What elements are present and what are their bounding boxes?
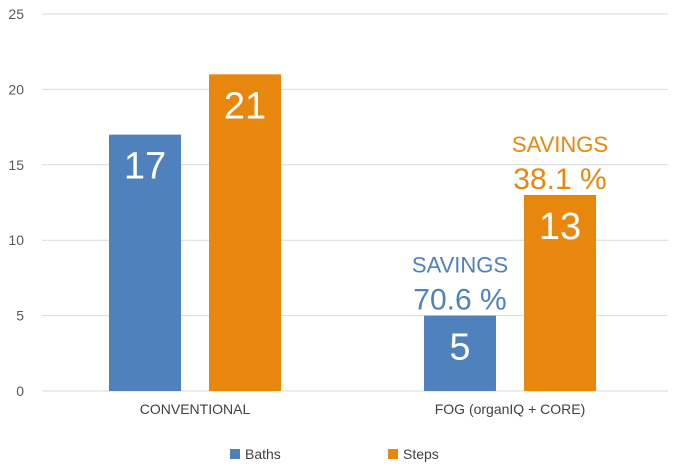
y-tick-label: 20 (8, 81, 24, 97)
legend-label-baths: Baths (245, 446, 281, 462)
bar-value-label: 21 (224, 85, 266, 127)
y-tick-label: 15 (8, 157, 24, 173)
legend-swatch-steps (388, 449, 398, 459)
y-tick-label: 25 (8, 6, 24, 22)
savings-label: SAVINGS (512, 132, 608, 157)
savings-percent: 38.1 % (513, 163, 606, 196)
x-tick-label: CONVENTIONAL (140, 401, 251, 417)
x-axis: CONVENTIONAL FOG (organIQ + CORE) (140, 401, 586, 417)
legend-swatch-baths (230, 449, 240, 459)
bar-value-label: 17 (124, 146, 166, 188)
savings-percent: 70.6 % (413, 284, 506, 317)
bar-steps (209, 74, 281, 391)
bar-steps (524, 194, 596, 391)
legend-label-steps: Steps (403, 446, 439, 462)
bars: 17 5 21 13 (109, 74, 596, 391)
bar-value-label: 5 (449, 327, 470, 369)
bar-baths (109, 134, 181, 391)
bar-value-label: 13 (539, 206, 581, 248)
savings-label: SAVINGS (412, 253, 508, 278)
annotations: SAVINGS 70.6 % SAVINGS 38.1 % (412, 132, 608, 317)
y-axis: 0 5 10 15 20 25 (8, 6, 24, 399)
legend: Baths Steps (230, 446, 439, 462)
bar-baths (424, 315, 496, 391)
x-tick-label: FOG (organIQ + CORE) (435, 401, 586, 417)
y-tick-label: 10 (8, 232, 24, 248)
y-tick-label: 5 (16, 308, 24, 324)
y-tick-label: 0 (16, 383, 24, 399)
